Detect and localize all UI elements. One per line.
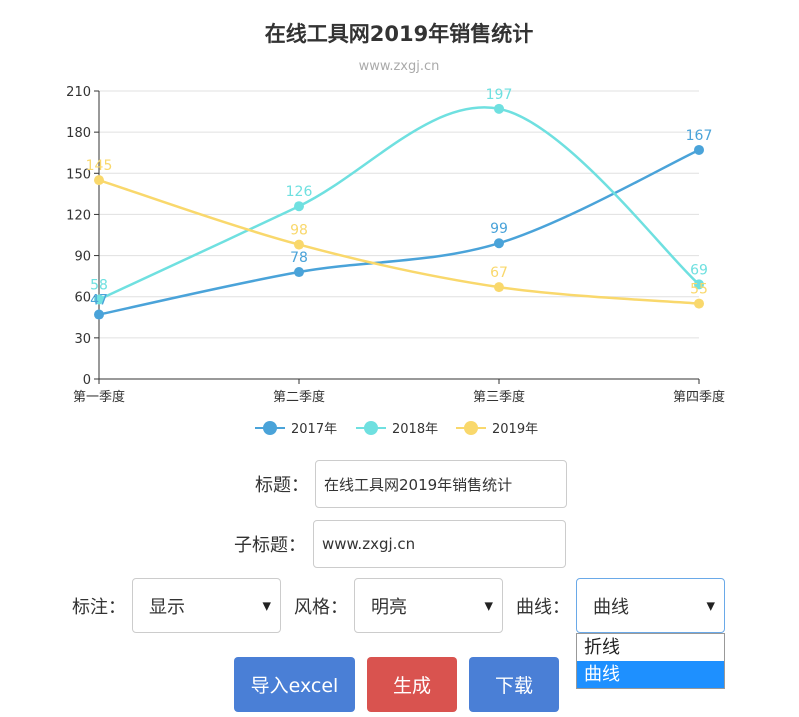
data-label: 55 (690, 282, 708, 298)
curve-option-polyline[interactable]: 折线 (584, 637, 620, 658)
curve-option-curve[interactable]: 曲线 (577, 661, 724, 688)
legend-swatch-dot (263, 421, 277, 435)
style-select[interactable]: 明亮 ▼ (354, 578, 503, 633)
title-label: 标题： (255, 475, 309, 496)
curve-dropdown: 折线 曲线 (576, 633, 725, 689)
curve-select-value: 曲线 (593, 596, 629, 618)
data-label: 67 (490, 265, 508, 281)
legend-label: 2017年 (291, 422, 337, 437)
generate-button[interactable]: 生成 (367, 657, 457, 712)
chevron-down-icon: ▼ (262, 599, 271, 612)
x-tick-label: 第一季度 (73, 389, 125, 405)
subtitle-input[interactable] (313, 520, 566, 568)
title-input[interactable] (315, 460, 567, 508)
data-point (294, 201, 304, 212)
data-point (494, 238, 504, 249)
chart-subtitle: www.zxgj.cn (359, 59, 440, 74)
x-tick-label: 第三季度 (473, 389, 525, 405)
y-tick-label: 150 (66, 167, 91, 182)
style-select-value: 明亮 (371, 596, 407, 618)
options-row: 标注： 显示 ▼ 风格： 明亮 ▼ 曲线： 曲线 ▼ (72, 578, 725, 633)
legend-swatch-dot (364, 421, 378, 435)
line-chart: 在线工具网2019年销售统计 www.zxgj.cn 0 30 60 90 120 150… (66, 22, 725, 437)
data-point (494, 103, 504, 114)
data-point (694, 144, 704, 155)
legend-label: 2019年 (492, 422, 538, 437)
data-point (494, 282, 504, 293)
legend-label: 2018年 (392, 422, 438, 437)
download-button[interactable]: 下载 (469, 657, 559, 712)
y-tick-label: 180 (66, 126, 91, 141)
chart-title: 在线工具网2019年销售统计 (265, 22, 533, 46)
y-tick-label: 120 (66, 208, 91, 223)
style-option-label: 风格： (294, 596, 348, 618)
data-label: 167 (686, 128, 713, 144)
chevron-down-icon: ▼ (484, 599, 493, 612)
chevron-down-icon: ▼ (706, 599, 715, 612)
data-label: 197 (486, 87, 513, 103)
import-excel-button[interactable]: 导入excel (234, 657, 355, 712)
data-point (94, 175, 104, 186)
curve-select[interactable]: 曲线 ▼ (576, 578, 725, 633)
data-label: 78 (290, 250, 308, 266)
series-line-0 (98, 148, 700, 316)
y-tick-label: 0 (83, 373, 91, 388)
label-option-label: 标注： (72, 596, 126, 618)
series-line-1 (98, 106, 700, 301)
curve-option-label: 曲线： (516, 596, 570, 618)
data-point (694, 298, 704, 309)
y-tick-label: 60 (74, 291, 91, 306)
data-point (694, 279, 704, 290)
data-label: 126 (286, 184, 313, 200)
data-label: 47 (90, 293, 108, 309)
data-point (294, 239, 304, 250)
data-label: 98 (290, 223, 308, 239)
data-label: 99 (490, 221, 508, 237)
data-label: 69 (690, 262, 708, 278)
x-tick-label: 第四季度 (673, 389, 725, 405)
subtitle-row: 子标题： (234, 520, 566, 568)
y-tick-label: 90 (74, 250, 91, 265)
title-row: 标题： (255, 460, 567, 508)
data-point (94, 294, 104, 305)
data-label: 58 (90, 277, 108, 293)
data-point (94, 309, 104, 320)
label-select-value: 显示 (149, 596, 185, 618)
subtitle-label: 子标题： (234, 535, 306, 556)
data-point (294, 267, 304, 278)
x-tick-label: 第二季度 (273, 389, 325, 405)
legend-swatch-dot (464, 421, 478, 435)
data-label: 145 (86, 158, 113, 174)
series-line-2 (98, 178, 700, 305)
y-tick-label: 210 (66, 85, 91, 100)
label-select[interactable]: 显示 ▼ (132, 578, 281, 633)
y-tick-label: 30 (74, 332, 91, 347)
